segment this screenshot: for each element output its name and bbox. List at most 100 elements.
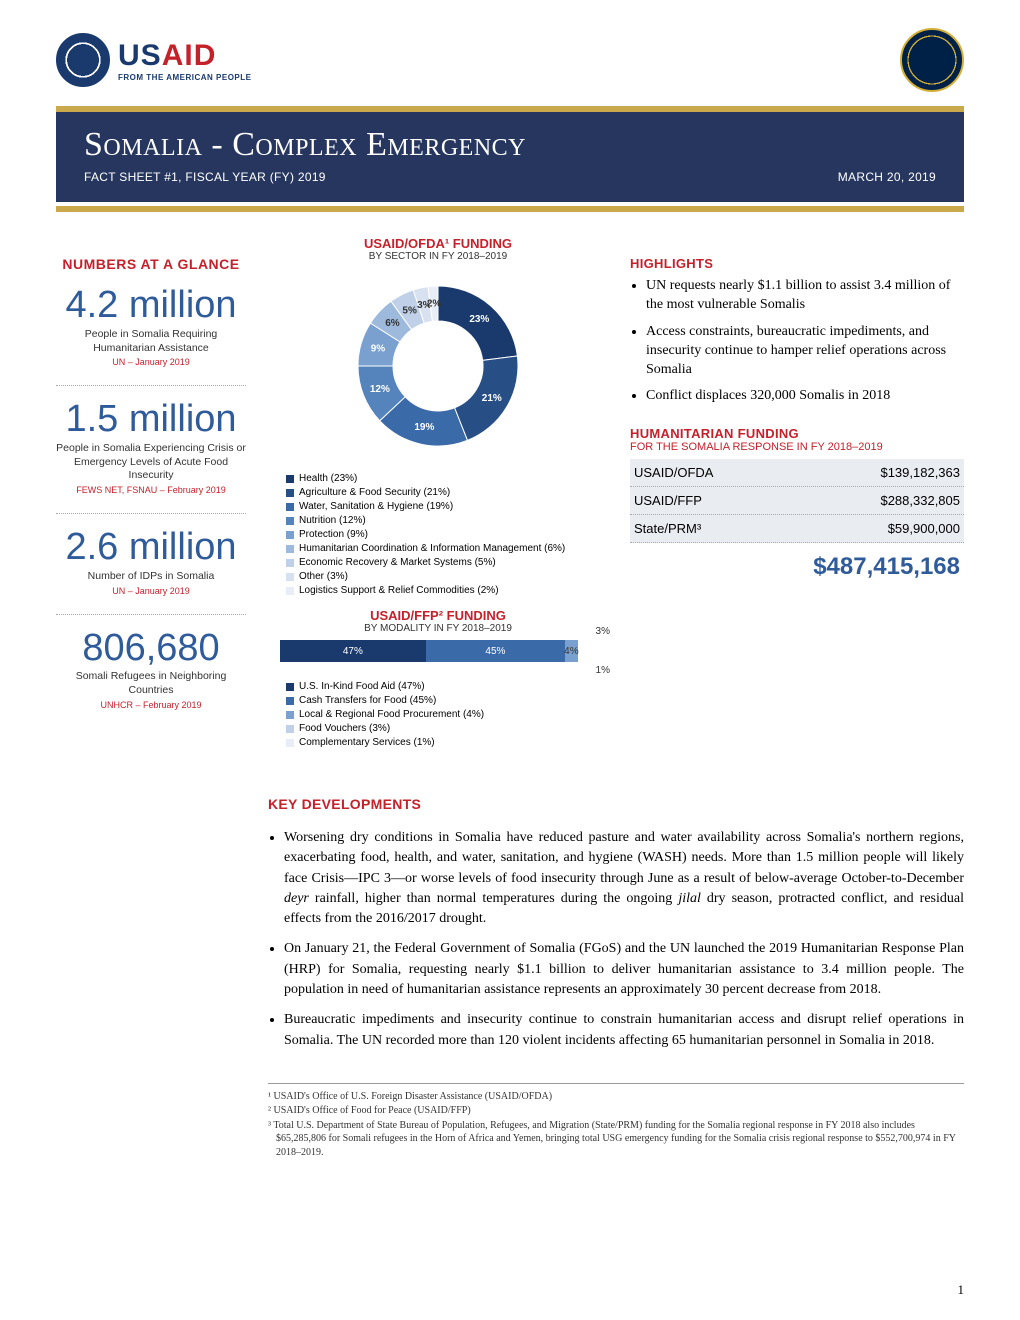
left-heading: NUMBERS AT A GLANCE <box>56 256 246 272</box>
legend-label: Water, Sanitation & Hygiene (19%) <box>299 500 453 514</box>
dos-seal-icon <box>900 28 964 92</box>
highlight-item: Access constraints, bureaucratic impedim… <box>646 323 964 380</box>
footnote: ¹ USAID's Office of U.S. Foreign Disaste… <box>268 1090 964 1104</box>
legend-swatch <box>286 559 294 567</box>
legend-item: Cash Transfers for Food (45%) <box>286 694 608 708</box>
legend-item: Water, Sanitation & Hygiene (19%) <box>286 500 608 514</box>
legend-item: Economic Recovery & Market Systems (5%) <box>286 556 608 570</box>
bar-outside-label: 1% <box>596 665 610 676</box>
legend-item: Humanitarian Coordination & Information … <box>286 542 608 556</box>
highlights-list: UN requests nearly $1.1 billion to assis… <box>630 277 964 406</box>
title-band: Somalia - Complex Emergency FACT SHEET #… <box>56 112 964 202</box>
legend-label: Agriculture & Food Security (21%) <box>299 486 450 500</box>
funding-source: USAID/OFDA <box>634 465 713 480</box>
bar-segment: 4% <box>565 640 577 662</box>
stat-source: UN – January 2019 <box>56 586 246 596</box>
stat-source: UNHCR – February 2019 <box>56 700 246 710</box>
legend-item: Local & Regional Food Procurement (4%) <box>286 708 608 722</box>
date-label: MARCH 20, 2019 <box>838 170 936 184</box>
bar-segment: 45% <box>426 640 566 662</box>
svg-text:6%: 6% <box>385 318 400 329</box>
usaid-wordmark: USAID <box>118 39 251 73</box>
highlights-title: HIGHLIGHTS <box>630 256 964 271</box>
legend-label: Food Vouchers (3%) <box>299 722 390 736</box>
hf-subtitle: FOR THE SOMALIA RESPONSE IN FY 2018–2019 <box>630 441 964 453</box>
legend-swatch <box>286 683 294 691</box>
stat-desc: People in Somalia Requiring Humanitarian… <box>56 328 246 355</box>
bar-outside-label: 3% <box>596 626 610 637</box>
legend-swatch <box>286 573 294 581</box>
legend-item: Complementary Services (1%) <box>286 736 608 750</box>
legend-swatch <box>286 711 294 719</box>
legend-swatch <box>286 531 294 539</box>
highlight-item: Conflict displaces 320,000 Somalis in 20… <box>646 387 964 406</box>
stat-block: 2.6 million Number of IDPs in Somalia UN –… <box>56 528 246 596</box>
ffp-legend: U.S. In-Kind Food Aid (47%)Cash Transfer… <box>286 680 608 750</box>
legend-swatch <box>286 587 294 595</box>
legend-label: Logistics Support & Relief Commodities (… <box>299 584 499 598</box>
svg-text:21%: 21% <box>482 393 502 404</box>
ffp-title: USAID/FFP² FUNDING <box>268 608 608 623</box>
svg-text:19%: 19% <box>414 422 434 433</box>
donut-legend: Health (23%)Agriculture & Food Security … <box>286 472 608 598</box>
legend-item: Health (23%) <box>286 472 608 486</box>
legend-item: U.S. In-Kind Food Aid (47%) <box>286 680 608 694</box>
usaid-tagline: FROM THE AMERICAN PEOPLE <box>118 73 251 82</box>
charts-column: USAID/OFDA¹ FUNDING BY SECTOR IN FY 2018… <box>268 236 608 760</box>
funding-source: State/PRM³ <box>634 521 701 536</box>
legend-swatch <box>286 697 294 705</box>
funding-amount: $59,900,000 <box>888 521 960 536</box>
donut-title: USAID/OFDA¹ FUNDING <box>268 236 608 251</box>
legend-label: Complementary Services (1%) <box>299 736 435 750</box>
usaid-seal-icon <box>56 33 110 87</box>
page-title: Somalia - Complex Emergency <box>84 126 936 164</box>
legend-swatch <box>286 475 294 483</box>
legend-item: Agriculture & Food Security (21%) <box>286 486 608 500</box>
fact-sheet-label: FACT SHEET #1, FISCAL YEAR (FY) 2019 <box>84 170 326 184</box>
key-developments-body: Worsening dry conditions in Somalia have… <box>268 828 964 1061</box>
svg-text:9%: 9% <box>371 344 386 355</box>
svg-text:2%: 2% <box>427 299 442 310</box>
stat-desc: Number of IDPs in Somalia <box>56 570 246 584</box>
legend-item: Logistics Support & Relief Commodities (… <box>286 584 608 598</box>
ffp-bar-chart: 47%45%4%3%1% <box>280 640 590 662</box>
legend-swatch <box>286 503 294 511</box>
svg-text:12%: 12% <box>370 384 390 395</box>
key-dev-item: On January 21, the Federal Government of… <box>284 939 964 1000</box>
stat-source: FEWS NET, FSNAU – February 2019 <box>56 485 246 495</box>
legend-label: Protection (9%) <box>299 528 368 542</box>
legend-label: Cash Transfers for Food (45%) <box>299 694 436 708</box>
legend-label: Other (3%) <box>299 570 348 584</box>
funding-source: USAID/FFP <box>634 493 702 508</box>
donut-subtitle: BY SECTOR IN FY 2018–2019 <box>268 251 608 262</box>
stat-number: 2.6 million <box>56 528 246 568</box>
header-logos: USAID FROM THE AMERICAN PEOPLE <box>56 28 964 92</box>
numbers-at-glance: NUMBERS AT A GLANCE 4.2 millionPeople in… <box>56 236 246 760</box>
usaid-logo: USAID FROM THE AMERICAN PEOPLE <box>56 33 251 87</box>
funding-total: $487,415,168 <box>630 553 964 581</box>
legend-label: Economic Recovery & Market Systems (5%) <box>299 556 496 570</box>
gold-divider-2 <box>56 206 964 212</box>
stat-number: 1.5 million <box>56 400 246 440</box>
stat-block: 806,680Somali Refugees in Neighboring Co… <box>56 629 246 710</box>
legend-item: Food Vouchers (3%) <box>286 722 608 736</box>
page-number: 1 <box>958 1282 965 1298</box>
right-column: HIGHLIGHTS UN requests nearly $1.1 billi… <box>630 236 964 760</box>
funding-amount: $288,332,805 <box>880 493 960 508</box>
bar-segment: 47% <box>280 640 426 662</box>
key-dev-item: Worsening dry conditions in Somalia have… <box>284 828 964 929</box>
footnotes: ¹ USAID's Office of U.S. Foreign Disaste… <box>268 1083 964 1161</box>
stat-source: UN – January 2019 <box>56 357 246 367</box>
highlight-item: UN requests nearly $1.1 billion to assis… <box>646 277 964 315</box>
funding-row: USAID/FFP $288,332,805 <box>630 487 964 515</box>
stat-number: 4.2 million <box>56 286 246 326</box>
donut-chart: 23%21%19%12%9%6%5%3%2% <box>338 266 538 466</box>
legend-label: Health (23%) <box>299 472 357 486</box>
funding-table: USAID/OFDA$139,182,363USAID/FFP$288,332,… <box>630 459 964 543</box>
legend-label: Humanitarian Coordination & Information … <box>299 542 565 556</box>
legend-swatch <box>286 517 294 525</box>
legend-label: Nutrition (12%) <box>299 514 366 528</box>
svg-text:23%: 23% <box>469 314 489 325</box>
stat-number: 806,680 <box>56 629 246 669</box>
stat-block: 4.2 millionPeople in Somalia Requiring H… <box>56 286 246 367</box>
